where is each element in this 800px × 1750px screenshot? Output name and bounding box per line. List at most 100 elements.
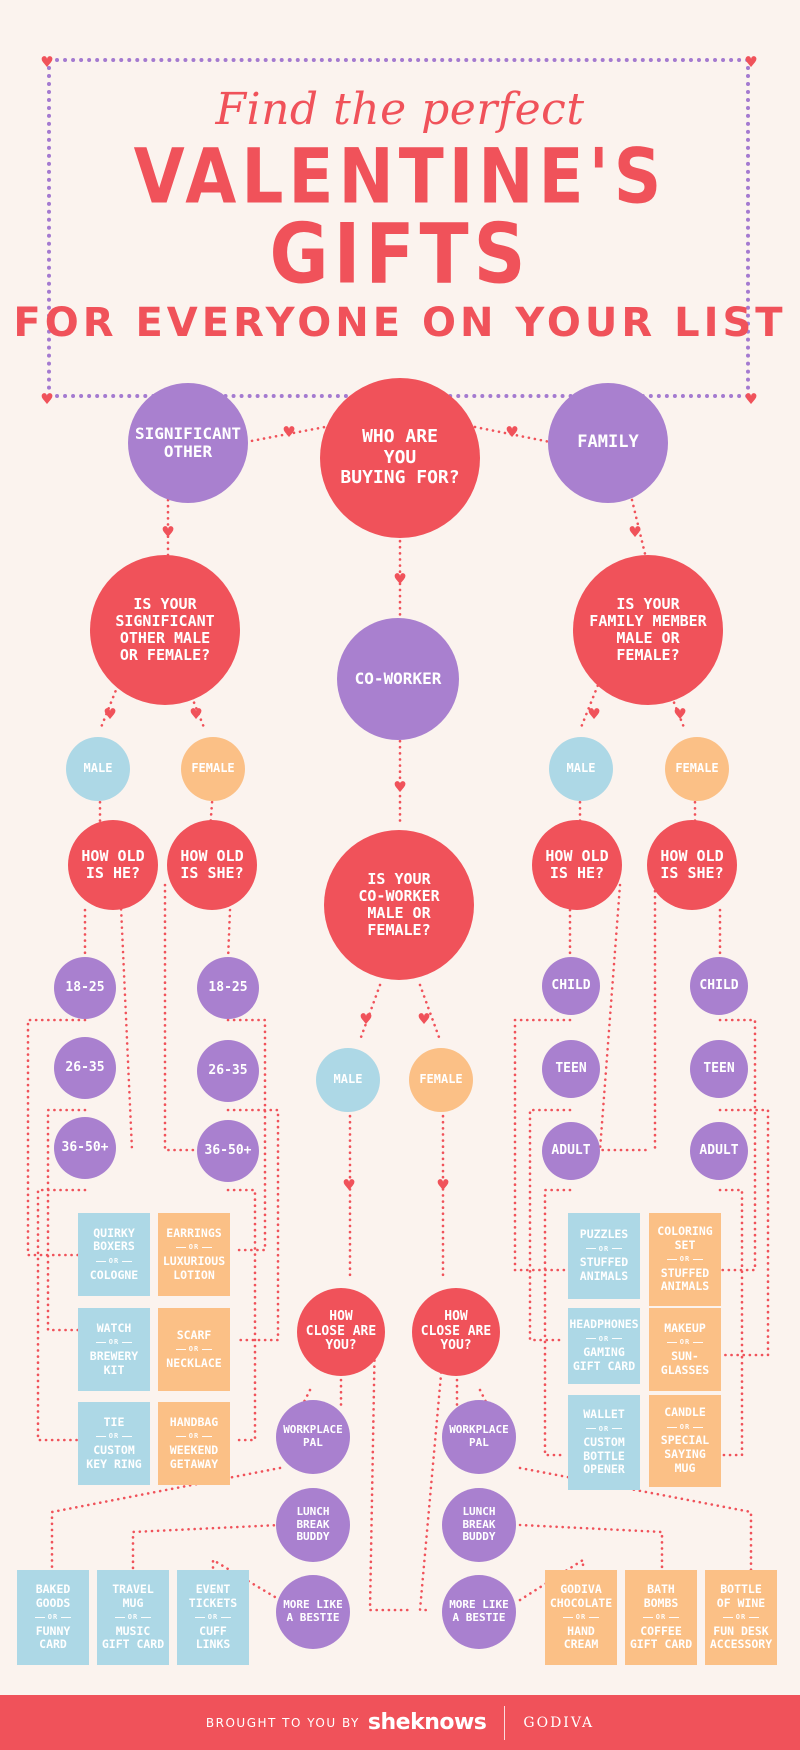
connector xyxy=(26,1018,87,1257)
gift-option: TRAVEL MUG xyxy=(112,1581,154,1610)
node-so-how-old-he: HOW OLD IS HE? xyxy=(68,820,158,910)
heart-icon: ♥ xyxy=(744,390,758,408)
title-subtitle: FOR EVERYONE ON YOUR LIST xyxy=(13,300,787,346)
gift-option: BAKED GOODS xyxy=(35,1581,71,1610)
or-divider: OR xyxy=(93,1257,135,1265)
heart-icon: ♥ xyxy=(436,1176,450,1194)
connector xyxy=(713,1108,770,1357)
heart-icon: ♥ xyxy=(744,53,758,71)
or-divider: OR xyxy=(720,1613,762,1621)
heart-icon: ♥ xyxy=(103,705,117,723)
connector xyxy=(513,1018,572,1272)
footer-brought-by: BROUGHT TO YOU BY xyxy=(205,1715,360,1730)
connector xyxy=(358,983,382,1042)
node-coworker-male-or-female: IS YOUR CO-WORKER MALE OR FEMALE? xyxy=(324,830,474,980)
heart-icon: ♥ xyxy=(189,705,203,723)
godiva-logo[interactable]: GODIVA xyxy=(523,1714,595,1731)
gift-box-so-female: EARRINGS OR LUXURIOUS LOTION xyxy=(158,1213,230,1296)
gift-option: SPECIAL SAYING MUG xyxy=(660,1433,710,1475)
gift-option: GODIVA CHOCOLATE xyxy=(549,1581,613,1610)
node-so-she-36-50: 36-50+ xyxy=(197,1120,259,1182)
connector xyxy=(36,1188,87,1442)
node-so-he-26-35: 26-35 xyxy=(54,1037,116,1099)
connector xyxy=(50,1466,282,1572)
footer-divider xyxy=(504,1705,506,1740)
node-family-she-adult: ADULT xyxy=(690,1122,748,1180)
connector xyxy=(543,1188,572,1457)
gift-box-family-female: MAKEUP OR SUN- GLASSES xyxy=(649,1308,721,1391)
connector xyxy=(598,883,650,1152)
connector xyxy=(368,1328,412,1612)
or-divider: OR xyxy=(93,1432,135,1440)
or-divider: OR xyxy=(664,1338,706,1346)
heart-icon: ♥ xyxy=(587,705,601,723)
heart-icon: ♥ xyxy=(505,423,519,441)
connector xyxy=(518,1523,664,1572)
or-divider: OR xyxy=(173,1432,215,1440)
node-significant-other: SIGNIFICANT OTHER xyxy=(128,383,248,503)
connector xyxy=(418,1328,447,1612)
connector xyxy=(518,1557,585,1602)
gift-box-so-female: HANDBAG OR WEEKEND GETAWAY xyxy=(158,1402,230,1485)
node-so-how-old-she: HOW OLD IS SHE? xyxy=(167,820,257,910)
gift-option: HEADPHONES xyxy=(569,1317,639,1332)
gift-option: COFFEE GIFT CARD xyxy=(629,1623,693,1652)
node-family-how-old-she: HOW OLD IS SHE? xyxy=(647,820,737,910)
gift-box-coworker-male: EVENT TICKETS OR CUFF LINKS xyxy=(177,1570,249,1665)
connector xyxy=(244,425,327,444)
node-family-how-old-he: HOW OLD IS HE? xyxy=(532,820,622,910)
node-family-she-child: CHILD xyxy=(690,957,748,1015)
heart-icon: ♥ xyxy=(40,390,54,408)
or-divider: OR xyxy=(583,1335,625,1343)
footer: BROUGHT TO YOU BY sheknows GODIVA xyxy=(0,1695,800,1750)
title-valentines: VALENTINE'S xyxy=(133,132,667,221)
gift-box-coworker-female: BOTTLE OF WINE OR FUN DESK ACCESSORY xyxy=(705,1570,777,1665)
connector xyxy=(713,1018,757,1272)
or-divider: OR xyxy=(664,1255,706,1263)
gift-option: CUFF LINKS xyxy=(195,1623,231,1652)
or-divider: OR xyxy=(173,1243,215,1251)
gift-box-so-male: TIE OR CUSTOM KEY RING xyxy=(78,1402,150,1485)
gift-option: EVENT TICKETS xyxy=(188,1581,238,1610)
connector xyxy=(226,908,232,962)
connector xyxy=(118,883,134,1152)
gift-option: SUN- GLASSES xyxy=(660,1348,710,1377)
or-divider: OR xyxy=(32,1613,74,1621)
or-divider: OR xyxy=(173,1345,215,1353)
node-family-he-child: CHILD xyxy=(542,957,600,1015)
gift-option: FUN DESK ACCESSORY xyxy=(709,1623,773,1652)
node-family-male-or-female: IS YOUR FAMILY MEMBER MALE OR FEMALE? xyxy=(573,555,723,705)
node-male-bestie: MORE LIKE A BESTIE xyxy=(276,1575,350,1649)
heart-icon: ♥ xyxy=(673,705,687,723)
gift-box-family-female: CANDLE OR SPECIAL SAYING MUG xyxy=(649,1395,721,1487)
gift-option: WALLET xyxy=(583,1406,625,1421)
node-coworker-male: MALE xyxy=(316,1048,380,1112)
gift-box-coworker-female: GODIVA CHOCOLATE OR HAND CREAM xyxy=(545,1570,617,1665)
heart-icon: ♥ xyxy=(393,570,407,588)
gift-option: CANDLE xyxy=(664,1405,706,1420)
gift-option: TIE xyxy=(103,1414,125,1429)
node-so-male: MALE xyxy=(66,737,130,801)
gift-option: NECKLACE xyxy=(166,1355,222,1370)
gift-option: MUSIC GIFT CARD xyxy=(101,1623,165,1652)
node-female-bestie: MORE LIKE A BESTIE xyxy=(442,1575,516,1649)
gift-box-family-male: HEADPHONES OR GAMING GIFT CARD xyxy=(568,1308,640,1384)
gift-box-coworker-male: TRAVEL MUG OR MUSIC GIFT CARD xyxy=(97,1570,169,1665)
heart-icon: ♥ xyxy=(282,423,296,441)
gift-option: COLOGNE xyxy=(89,1267,139,1282)
heart-icon: ♥ xyxy=(40,53,54,71)
gift-box-family-male: WALLET OR CUSTOM BOTTLE OPENER xyxy=(568,1395,640,1490)
sheknows-logo[interactable]: sheknows xyxy=(367,1710,487,1735)
connector xyxy=(418,983,442,1042)
heart-icon: ♥ xyxy=(417,1010,431,1028)
or-divider: OR xyxy=(583,1425,625,1433)
gift-option: HANDBAG xyxy=(169,1414,219,1429)
heart-icon: ♥ xyxy=(342,1176,356,1194)
heart-icon: ♥ xyxy=(359,1010,373,1028)
or-divider: OR xyxy=(192,1613,234,1621)
gift-option: BOTTLE OF WINE xyxy=(716,1581,766,1610)
node-family-he-adult: ADULT xyxy=(542,1122,600,1180)
connector xyxy=(713,1188,744,1457)
gift-box-coworker-female: BATH BOMBS OR COFFEE GIFT CARD xyxy=(625,1570,697,1665)
node-so-he-18-25: 18-25 xyxy=(54,957,116,1019)
